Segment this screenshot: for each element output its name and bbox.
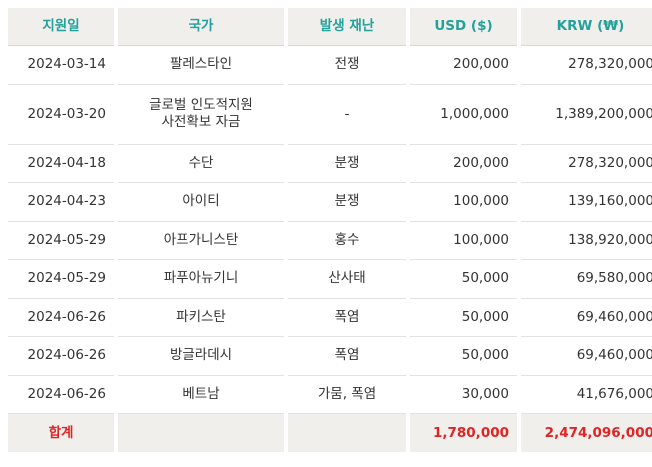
cell-usd: 1,000,000 bbox=[410, 84, 517, 145]
cell-krw: 1,389,200,000 bbox=[521, 84, 652, 145]
total-disaster-empty bbox=[288, 414, 406, 452]
cell-krw: 69,460,000 bbox=[521, 298, 652, 337]
cell-krw: 278,320,000 bbox=[521, 144, 652, 183]
cell-disaster: 가뭄, 폭염 bbox=[288, 375, 406, 414]
header-country: 국가 bbox=[118, 8, 284, 46]
cell-usd: 100,000 bbox=[410, 221, 517, 260]
header-date: 지원일 bbox=[8, 8, 114, 46]
cell-country: 파키스탄 bbox=[118, 298, 284, 337]
cell-disaster: 산사태 bbox=[288, 260, 406, 299]
cell-country: 아프가니스탄 bbox=[118, 221, 284, 260]
cell-country: 수단 bbox=[118, 144, 284, 183]
cell-usd: 100,000 bbox=[410, 183, 517, 222]
cell-krw: 69,460,000 bbox=[521, 337, 652, 376]
cell-date: 2024-03-14 bbox=[8, 46, 114, 85]
cell-disaster: 분쟁 bbox=[288, 144, 406, 183]
total-country-empty bbox=[118, 414, 284, 452]
cell-country: 아이티 bbox=[118, 183, 284, 222]
header-usd: USD ($) bbox=[410, 8, 517, 46]
cell-krw: 278,320,000 bbox=[521, 46, 652, 85]
cell-country: 글로벌 인도적지원 사전확보 자금 bbox=[118, 84, 284, 145]
total-usd: 1,780,000 bbox=[410, 414, 517, 452]
aid-table: 지원일 국가 발생 재난 USD ($) KRW (₩) 2024-03-14 … bbox=[8, 8, 652, 452]
cell-country: 팔레스타인 bbox=[118, 46, 284, 85]
cell-usd: 50,000 bbox=[410, 298, 517, 337]
cell-date: 2024-04-23 bbox=[8, 183, 114, 222]
cell-country-text: 글로벌 인도적지원 사전확보 자금 bbox=[149, 97, 253, 130]
cell-country: 베트남 bbox=[118, 375, 284, 414]
cell-date: 2024-06-26 bbox=[8, 298, 114, 337]
total-krw: 2,474,096,000 bbox=[521, 414, 652, 452]
cell-date: 2024-06-26 bbox=[8, 375, 114, 414]
cell-date: 2024-05-29 bbox=[8, 221, 114, 260]
cell-disaster: 폭염 bbox=[288, 337, 406, 376]
cell-date: 2024-05-29 bbox=[8, 260, 114, 299]
cell-krw: 69,580,000 bbox=[521, 260, 652, 299]
cell-disaster: 홍수 bbox=[288, 221, 406, 260]
cell-usd: 200,000 bbox=[410, 46, 517, 85]
header-krw: KRW (₩) bbox=[521, 8, 652, 46]
cell-disaster: - bbox=[288, 84, 406, 145]
total-label: 합계 bbox=[8, 414, 114, 452]
header-disaster: 발생 재난 bbox=[288, 8, 406, 46]
cell-usd: 50,000 bbox=[410, 337, 517, 376]
cell-country: 방글라데시 bbox=[118, 337, 284, 376]
cell-usd: 50,000 bbox=[410, 260, 517, 299]
cell-disaster: 분쟁 bbox=[288, 183, 406, 222]
cell-country: 파푸아뉴기니 bbox=[118, 260, 284, 299]
cell-disaster: 폭염 bbox=[288, 298, 406, 337]
cell-date: 2024-04-18 bbox=[8, 144, 114, 183]
cell-date: 2024-06-26 bbox=[8, 337, 114, 376]
cell-date: 2024-03-20 bbox=[8, 84, 114, 145]
cell-krw: 138,920,000 bbox=[521, 221, 652, 260]
cell-usd: 30,000 bbox=[410, 375, 517, 414]
cell-disaster: 전쟁 bbox=[288, 46, 406, 85]
cell-krw: 41,676,000 bbox=[521, 375, 652, 414]
cell-usd: 200,000 bbox=[410, 144, 517, 183]
cell-krw: 139,160,000 bbox=[521, 183, 652, 222]
